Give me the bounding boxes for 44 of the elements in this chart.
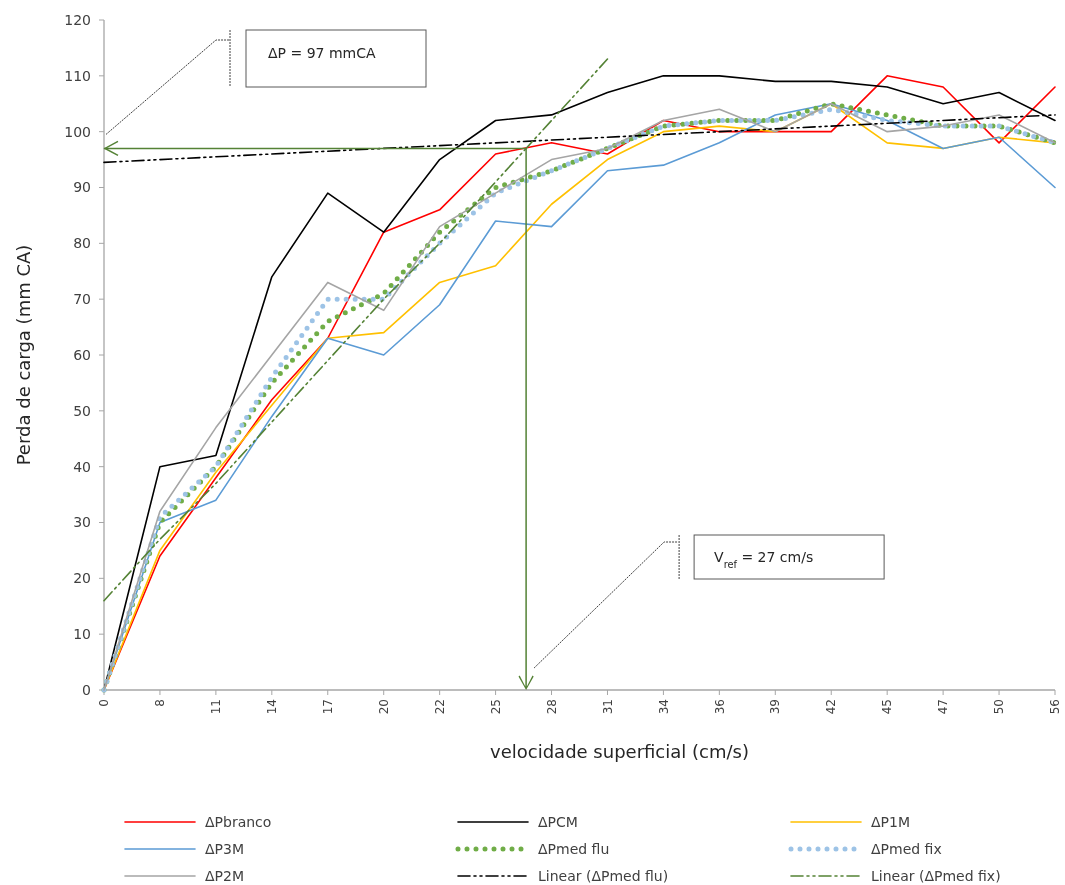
x-tick-label: 0: [97, 699, 112, 707]
legend-label: ΔPCM: [538, 813, 578, 830]
x-tick-label: 42: [824, 699, 839, 715]
annotation: V$_{ref}$ = 27 cm/s: [714, 548, 814, 570]
x-tick-label: 47: [936, 699, 951, 715]
legend-label: ΔPmed fix: [871, 840, 942, 857]
y-tick-label: 40: [73, 458, 91, 475]
legend-label: ΔPbranco: [205, 813, 272, 830]
line-series: [103, 58, 609, 602]
x-tick-label: 11: [209, 699, 224, 715]
x-tick-label: 25: [488, 699, 503, 715]
legend-label: ΔP2M: [205, 867, 245, 884]
x-tick-label: 31: [600, 699, 615, 715]
y-tick-label: 50: [73, 402, 91, 419]
x-tick-label: 8: [153, 699, 168, 707]
y-tick-label: 60: [73, 346, 91, 363]
y-tick-label: 100: [64, 123, 91, 140]
legend-label: Linear (ΔPmed flu): [538, 867, 669, 884]
legend-label: ΔP3M: [205, 840, 245, 857]
x-axis-title: velocidade superficial (cm/s): [490, 741, 749, 762]
x-tick-label: 50: [992, 699, 1007, 715]
y-tick-label: 30: [73, 514, 91, 531]
y-tick-label: 70: [73, 291, 91, 308]
annotation: ΔP = 97 mmCA: [268, 44, 376, 61]
x-tick-label: 14: [265, 699, 280, 715]
legend-label: Linear (ΔPmed fix): [871, 867, 1001, 884]
x-tick-label: 39: [768, 699, 783, 715]
x-tick-label: 56: [1048, 699, 1063, 715]
y-tick-label: 120: [64, 11, 91, 28]
x-tick-label: 22: [432, 699, 447, 715]
y-tick-label: 10: [73, 626, 91, 643]
x-tick-label: 20: [376, 699, 391, 715]
x-tick-label: 45: [880, 699, 895, 715]
y-tick-label: 90: [73, 179, 91, 196]
legend-label: ΔP1M: [871, 813, 911, 830]
y-axis-title: Perda de carga (mm CA): [13, 244, 35, 466]
y-tick-label: 80: [73, 235, 91, 252]
x-tick-label: 34: [656, 699, 671, 715]
x-tick-label: 36: [712, 699, 727, 715]
legend-label: ΔPmed flu: [538, 840, 610, 857]
x-tick-label: 17: [320, 699, 335, 715]
y-tick-label: 110: [64, 67, 91, 84]
x-tick-label: 28: [544, 699, 559, 715]
y-tick-label: 20: [73, 570, 91, 587]
